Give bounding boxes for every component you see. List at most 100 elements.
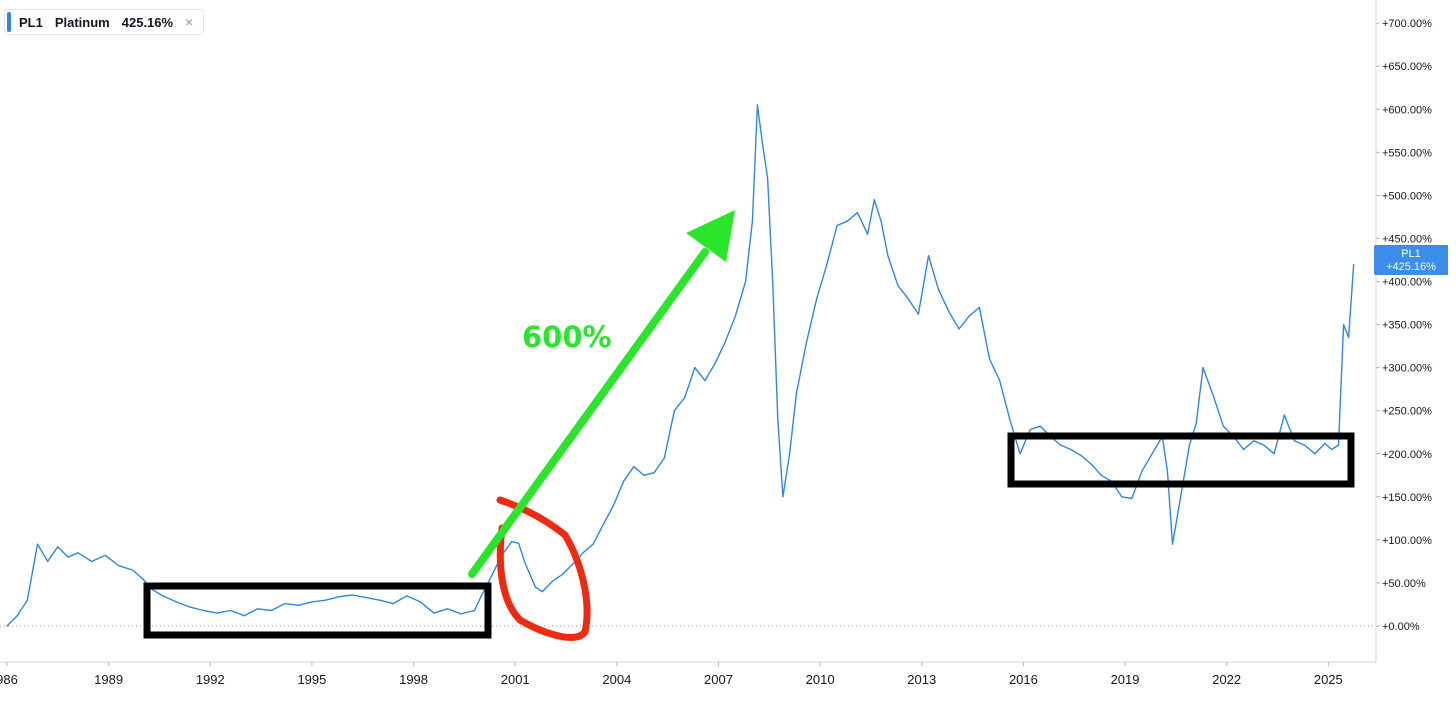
series-point — [917, 313, 920, 315]
series-point — [1039, 425, 1041, 427]
series-point — [379, 599, 381, 601]
x-tick-label: 2007 — [704, 672, 733, 687]
series-point — [999, 380, 1001, 382]
series-point — [16, 615, 18, 617]
series-point — [846, 220, 848, 222]
series-point — [673, 410, 676, 412]
series-point — [270, 609, 272, 612]
y-tick-label: +700.00% — [1382, 18, 1432, 30]
series-point — [897, 285, 899, 287]
y-tick-label: +350.00% — [1382, 320, 1432, 332]
series-point — [612, 504, 615, 506]
x-axis-ticks: 986 1989 1992 1995 1998 2001 2004 2007 2010 2013 2… — [0, 662, 1343, 687]
series-point — [230, 609, 232, 612]
series-point — [365, 597, 367, 599]
series-point — [1070, 448, 1072, 451]
x-tick-label: 2004 — [602, 672, 631, 687]
series-point — [480, 595, 482, 597]
price-tag-symbol: PL1 — [1401, 248, 1421, 260]
series-point — [751, 220, 754, 222]
x-tick-label: 2016 — [1009, 672, 1038, 687]
series-point — [1222, 425, 1224, 427]
annotation-arrow-label: 600% — [522, 320, 612, 354]
series-point — [907, 298, 909, 300]
series-point — [189, 606, 191, 608]
series-point — [978, 306, 981, 308]
series-point — [1253, 440, 1255, 442]
series-point — [1263, 444, 1265, 446]
series-point — [1293, 440, 1295, 442]
x-tick-label: 2019 — [1111, 672, 1140, 687]
series-point — [880, 220, 882, 222]
series-point — [1304, 444, 1306, 446]
series-point — [297, 604, 299, 606]
series-point — [1029, 429, 1031, 431]
series-point — [795, 392, 798, 395]
series-point — [867, 233, 869, 235]
series-point — [602, 523, 604, 526]
annotation-red-circle — [496, 496, 591, 641]
annotation-arrow-shaft — [468, 248, 709, 578]
series-point — [582, 552, 584, 554]
series-point — [968, 315, 970, 317]
series-point — [772, 280, 774, 283]
series-point — [131, 569, 133, 571]
y-tick-label: +0.00% — [1382, 621, 1420, 633]
series-point — [1090, 463, 1092, 465]
series-point — [311, 601, 313, 603]
series-point — [534, 586, 537, 588]
series-point — [756, 104, 759, 106]
series-point — [887, 255, 889, 257]
series-point — [518, 542, 520, 544]
series-point — [352, 594, 354, 596]
x-tick-label: 986 — [0, 672, 18, 687]
series-point — [118, 565, 120, 567]
series-point — [694, 367, 696, 369]
y-tick-label: +400.00% — [1382, 277, 1432, 289]
series-point — [243, 615, 245, 617]
series-point — [1141, 470, 1143, 472]
series-point — [724, 341, 726, 343]
x-tick-label: 1992 — [196, 672, 225, 687]
series-point — [141, 578, 144, 580]
series-point — [734, 315, 737, 317]
series-point — [1019, 453, 1021, 455]
series-point — [1314, 453, 1316, 455]
series-point — [572, 563, 574, 565]
series-point — [782, 496, 784, 498]
series-point — [745, 280, 747, 283]
series-point — [948, 311, 950, 313]
x-tick-label: 1998 — [399, 672, 428, 687]
series-point — [26, 599, 28, 601]
series-point — [1283, 414, 1285, 416]
series-point — [1348, 336, 1350, 339]
series-point — [767, 177, 769, 179]
series-point — [524, 563, 527, 565]
x-tick-label: 2001 — [501, 672, 530, 687]
series-point — [806, 341, 808, 343]
series-point — [643, 474, 645, 476]
series-point — [473, 609, 476, 612]
series-point — [592, 543, 594, 545]
series-point — [36, 543, 39, 545]
annotation-arrow-head — [686, 210, 735, 262]
series-point — [1202, 367, 1204, 369]
series-legend[interactable]: PL1 Platinum 425.16% × — [4, 9, 205, 35]
x-tick-label: 1989 — [94, 672, 123, 687]
y-tick-label: +100.00% — [1382, 535, 1432, 547]
series-point — [419, 601, 421, 603]
y-tick-label: +250.00% — [1382, 406, 1432, 418]
series-point — [1243, 448, 1245, 451]
series-point — [704, 380, 706, 382]
x-tick-label: 2022 — [1212, 672, 1241, 687]
y-tick-label: +450.00% — [1382, 233, 1432, 245]
series-point — [1166, 470, 1168, 472]
series-point — [1212, 394, 1214, 396]
x-tick-label: 2025 — [1314, 672, 1343, 687]
series-color-swatch — [7, 12, 11, 32]
series-point — [873, 199, 875, 201]
close-icon[interactable]: × — [185, 14, 194, 30]
series-point — [1273, 453, 1275, 455]
